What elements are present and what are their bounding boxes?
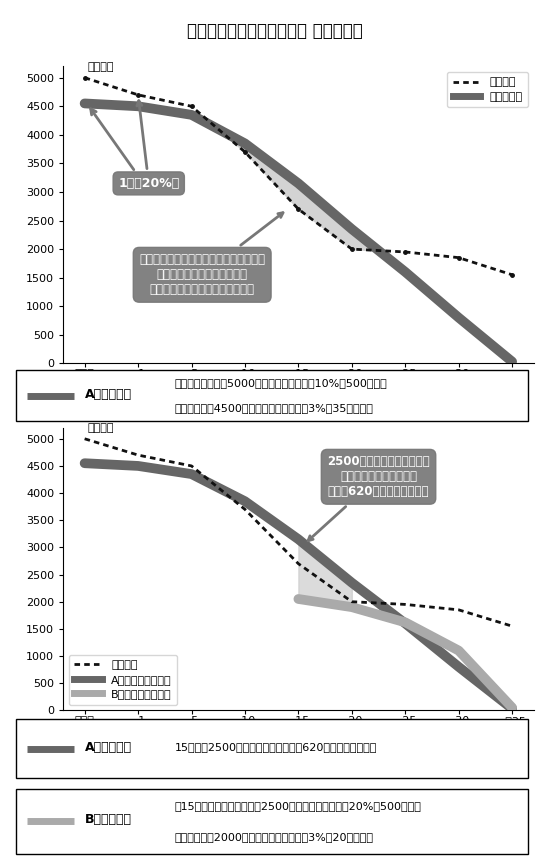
Text: 築15年の中古マンションを2500万円で購入、頭金は20%（500万円）: 築15年の中古マンションを2500万円で購入、頭金は20%（500万円） xyxy=(175,801,421,811)
Text: 物件価格より、ローン残高のほうが多い
マンションを売却するには、
この部分を穴埋めする現金が必要: 物件価格より、ローン残高のほうが多い マンションを売却するには、 この部分を穴埋… xyxy=(139,213,283,296)
FancyBboxPatch shape xyxy=(16,789,529,854)
Text: Aさんの場合: Aさんの場合 xyxy=(85,388,132,401)
Legend: 物件価格, ローン残高: 物件価格, ローン残高 xyxy=(447,71,528,108)
Text: 2500万円で売却を決めるが
ローン残高が残るため、
不足分620万円を現金で充当: 2500万円で売却を決めるが ローン残高が残るため、 不足分620万円を現金で充… xyxy=(308,455,430,541)
Text: Bさんの場合: Bさんの場合 xyxy=(85,814,132,827)
Text: Aさんの場合: Aさんの場合 xyxy=(85,740,132,754)
Text: 物件価格とローン残高推移 イメージ図: 物件価格とローン残高推移 イメージ図 xyxy=(187,22,363,40)
Text: （万円）: （万円） xyxy=(87,62,114,72)
FancyBboxPatch shape xyxy=(16,370,529,421)
Text: 15年後に2500円で売却、ローン残高620万円は現金で充当: 15年後に2500円で売却、ローン残高620万円は現金で充当 xyxy=(175,742,377,753)
Text: （万円）: （万円） xyxy=(87,424,114,433)
FancyBboxPatch shape xyxy=(16,719,529,778)
Text: 新築マンションを5000万円で購入、頭金は10%（500万円）: 新築マンションを5000万円で購入、頭金は10%（500万円） xyxy=(175,378,387,388)
Text: 住宅ローンで2000万円を借り入れ（金利3%、20年払い）: 住宅ローンで2000万円を借り入れ（金利3%、20年払い） xyxy=(175,832,373,842)
Text: 1年で20%減: 1年で20%減 xyxy=(118,101,179,190)
Text: 住宅ローンで4500万円を借り入れ（金利3%、35年払い）: 住宅ローンで4500万円を借り入れ（金利3%、35年払い） xyxy=(175,403,373,413)
Legend: 物件価格, Aさんのローン残高, Bさんのローン残高: 物件価格, Aさんのローン残高, Bさんのローン残高 xyxy=(69,654,177,705)
